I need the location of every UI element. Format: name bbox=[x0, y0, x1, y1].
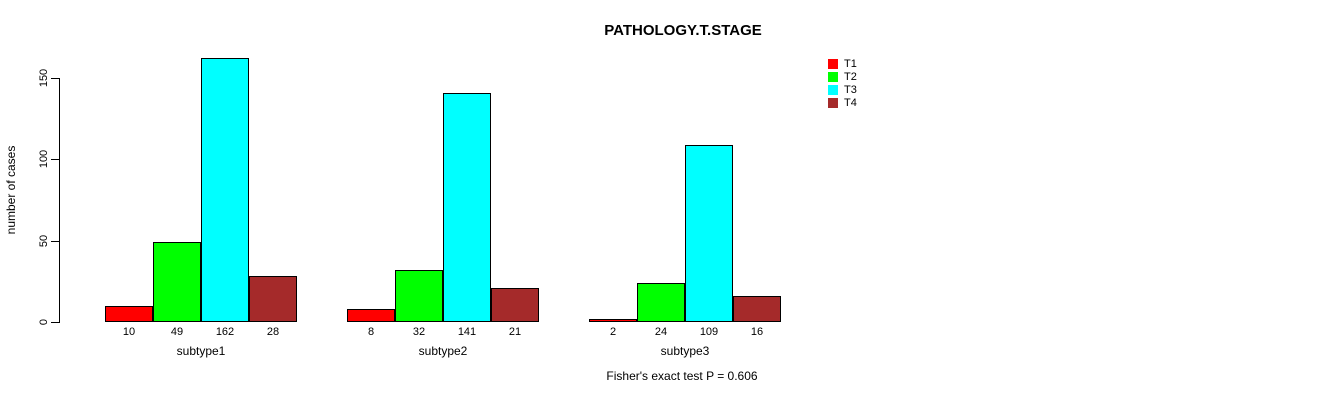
bar-value-label: 141 bbox=[457, 326, 477, 338]
bar-value-label: 10 bbox=[122, 326, 136, 338]
category-label: subtype1 bbox=[176, 344, 226, 358]
y-axis-line bbox=[59, 78, 60, 323]
annotation-fisher-test: Fisher's exact test P = 0.606 bbox=[606, 369, 758, 383]
bar-value-label: 8 bbox=[367, 326, 375, 338]
bar-t2-subtype1 bbox=[153, 242, 201, 322]
bar-t2-subtype2 bbox=[395, 270, 443, 322]
bar-t3-subtype1 bbox=[201, 58, 249, 322]
bar-value-label: 49 bbox=[170, 326, 184, 338]
y-axis-title: number of cases bbox=[4, 145, 18, 235]
y-axis-tick bbox=[51, 241, 59, 242]
bar-value-label: 2 bbox=[609, 326, 617, 338]
chart-title: PATHOLOGY.T.STAGE bbox=[604, 22, 762, 39]
bar-t1-subtype3 bbox=[589, 319, 637, 322]
y-axis-tick-label: 0 bbox=[38, 318, 50, 326]
legend-swatch-t2 bbox=[828, 72, 838, 82]
bar-t3-subtype3 bbox=[685, 145, 733, 322]
legend-item-t1: T1 bbox=[828, 58, 857, 70]
category-label: subtype3 bbox=[660, 344, 710, 358]
y-axis-tick-label: 150 bbox=[38, 68, 50, 88]
category-label: subtype2 bbox=[418, 344, 468, 358]
bar-value-label: 16 bbox=[750, 326, 764, 338]
legend-label: T2 bbox=[844, 71, 857, 83]
bar-t1-subtype1 bbox=[105, 306, 153, 322]
y-axis-tick bbox=[51, 322, 59, 323]
y-axis-tick bbox=[51, 78, 59, 79]
bar-value-label: 24 bbox=[654, 326, 668, 338]
legend-label: T1 bbox=[844, 58, 857, 70]
y-axis-tick-label: 50 bbox=[38, 234, 50, 248]
bar-value-label: 32 bbox=[412, 326, 426, 338]
bar-t4-subtype2 bbox=[491, 288, 539, 322]
legend-swatch-t3 bbox=[828, 85, 838, 95]
legend-swatch-t4 bbox=[828, 98, 838, 108]
bar-value-label: 21 bbox=[508, 326, 522, 338]
legend-swatch-t1 bbox=[828, 59, 838, 69]
bar-t2-subtype3 bbox=[637, 283, 685, 322]
bar-t1-subtype2 bbox=[347, 309, 395, 322]
bar-value-label: 28 bbox=[266, 326, 280, 338]
bar-t4-subtype3 bbox=[733, 296, 781, 322]
legend-label: T4 bbox=[844, 97, 857, 109]
y-axis-tick-label: 100 bbox=[38, 149, 50, 169]
legend-item-t2: T2 bbox=[828, 71, 857, 83]
y-axis-tick bbox=[51, 159, 59, 160]
legend-item-t3: T3 bbox=[828, 84, 857, 96]
bar-t4-subtype1 bbox=[249, 276, 297, 322]
bar-t3-subtype2 bbox=[443, 93, 491, 322]
bar-value-label: 162 bbox=[215, 326, 235, 338]
bar-value-label: 109 bbox=[699, 326, 719, 338]
legend-item-t4: T4 bbox=[828, 97, 857, 109]
legend-label: T3 bbox=[844, 84, 857, 96]
